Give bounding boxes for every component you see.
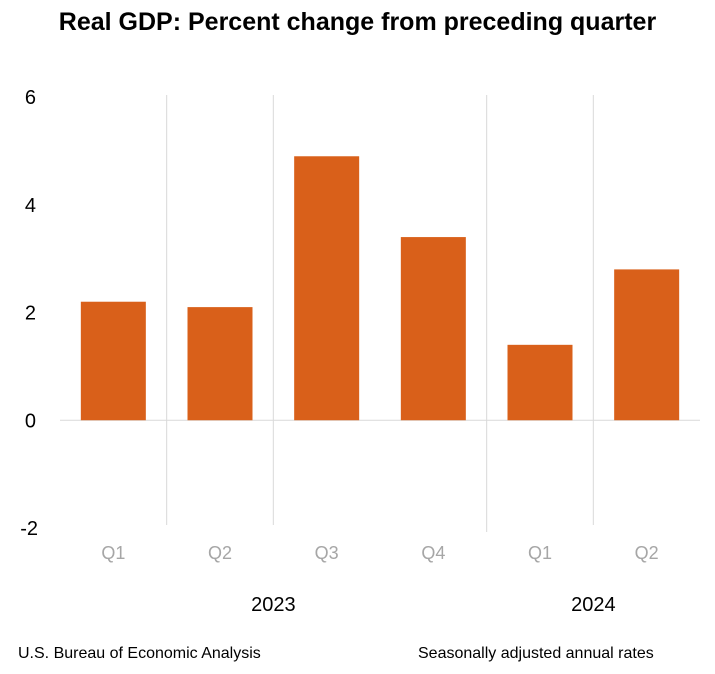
y-tick-label: -2 [20,518,38,540]
x-tick-label: Q2 [635,543,659,563]
y-tick-label: 6 [25,87,36,109]
x-tick-label: Q1 [101,543,125,563]
bar [80,301,146,421]
bar [507,344,573,421]
x-tick-label: Q1 [528,543,552,563]
y-tick-label: 0 [25,410,36,432]
chart-title: Real GDP: Percent change from preceding … [58,8,657,36]
year-group-label: 2023 [251,594,296,616]
y-tick-label: 4 [25,195,36,217]
bar [400,237,466,421]
bar [187,307,253,421]
year-group-label: 2024 [571,594,616,616]
source-label: U.S. Bureau of Economic Analysis [18,645,261,662]
bar [294,156,360,421]
bar [614,269,680,421]
y-tick-label: 2 [25,303,36,325]
note-label: Seasonally adjusted annual rates [418,645,654,662]
x-tick-label: Q2 [208,543,232,563]
x-tick-label: Q3 [315,543,339,563]
x-tick-label: Q4 [421,543,445,563]
